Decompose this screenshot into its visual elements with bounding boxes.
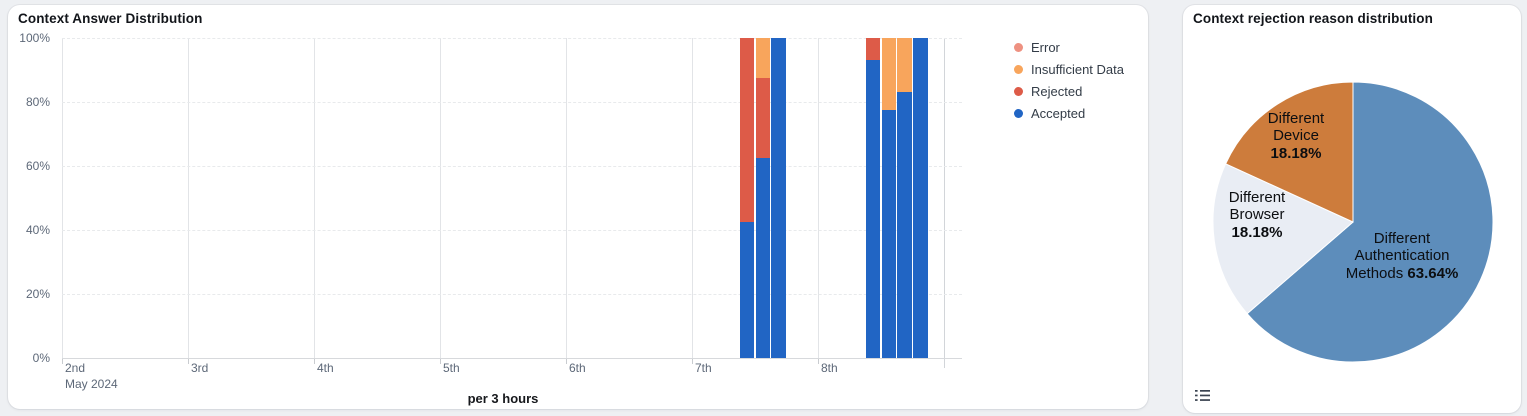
- legend-dot-insufficient-data-icon: [1014, 64, 1023, 74]
- chart-legend: Error Insufficient Data Rejected Accepted: [8, 5, 1148, 409]
- x-axis-title: per 3 hours: [467, 391, 539, 406]
- axis-tick: [692, 358, 693, 364]
- y-gridline: [62, 294, 962, 295]
- legend-dot-accepted-icon: [1014, 108, 1023, 118]
- legend-item-accepted[interactable]: Accepted: [1014, 105, 1086, 121]
- y-tick-label: 100%: [19, 31, 50, 45]
- bar-segment-insufficient-data[interactable]: [881, 38, 897, 110]
- bar-segment-rejected[interactable]: [755, 78, 771, 158]
- x-tick-label: 2nd May 2024: [65, 361, 118, 391]
- pie-slice-different-device[interactable]: [1224, 81, 1354, 223]
- axis-tick: [440, 358, 441, 364]
- axis-tick: [188, 358, 189, 364]
- day-gridline: [692, 38, 693, 358]
- legend-label: Accepted: [1031, 105, 1086, 121]
- x-tick-label: 6th: [569, 361, 586, 375]
- bar-segment-rejected[interactable]: [739, 38, 755, 222]
- bar-segment-accepted[interactable]: [897, 92, 912, 358]
- stacked-bar-chart[interactable]: 0% 20% 40% 60% 80% 100% 2nd May 2024 3rd 4th 5th 6t…: [8, 5, 1148, 409]
- y-tick-label: 40%: [25, 223, 50, 237]
- axis-tick: [314, 358, 315, 364]
- day-gridline: [818, 38, 819, 358]
- x-tick-label: 7th: [695, 361, 712, 375]
- bar-segment-insufficient-data[interactable]: [755, 38, 771, 78]
- list-icon: [1194, 390, 1210, 401]
- y-tick-label: 20%: [25, 287, 50, 301]
- day-gridline: [62, 38, 63, 358]
- x-tick-label: 4th: [317, 361, 334, 375]
- y-tick-label: 60%: [25, 159, 50, 173]
- x-tick-sublabel: May 2024: [65, 376, 118, 391]
- rejection-reason-title: Context rejection reason distribution: [1193, 11, 1433, 26]
- day-gridline: [314, 38, 315, 358]
- bar-segment-accepted[interactable]: [865, 60, 881, 358]
- day-gridline: [566, 38, 567, 358]
- x-tick-label: 5th: [443, 361, 460, 375]
- day-gridline: [440, 38, 441, 358]
- bar-segment-rejected[interactable]: [865, 38, 881, 61]
- bar-segment-accepted[interactable]: [913, 38, 928, 358]
- answer-distribution-title: Context Answer Distribution: [18, 11, 203, 26]
- y-gridline: [62, 230, 962, 231]
- view-data-table-icon[interactable]: [1191, 386, 1213, 406]
- legend-dot-error-icon: [1014, 42, 1023, 52]
- legend-label: Error: [1031, 39, 1060, 55]
- pie-slice-different-authentication-methods[interactable]: [1246, 81, 1494, 363]
- axis-tick: [818, 358, 819, 364]
- bar-segment-insufficient-data[interactable]: [897, 38, 912, 93]
- x-axis-line: [62, 358, 962, 359]
- pie-slice-different-browser[interactable]: [1212, 163, 1354, 315]
- bar-segment-accepted[interactable]: [881, 110, 897, 358]
- legend-item-insufficient-data[interactable]: Insufficient Data: [1014, 61, 1124, 77]
- axis-tick: [566, 358, 567, 364]
- legend-item-rejected[interactable]: Rejected: [1014, 83, 1083, 99]
- y-gridline: [62, 102, 962, 103]
- y-tick-label: 0%: [32, 351, 50, 365]
- y-gridline: [62, 38, 962, 39]
- answer-distribution-panel: Context Answer Distribution 0% 20% 40% 60% 8…: [8, 5, 1148, 409]
- legend-label: Rejected: [1031, 83, 1083, 99]
- x-tick-label: 8th: [821, 361, 838, 375]
- y-gridline: [62, 166, 962, 167]
- bar-segment-accepted[interactable]: [755, 158, 771, 358]
- bar-segment-accepted[interactable]: [739, 222, 755, 358]
- legend-label: Insufficient Data: [1031, 61, 1124, 77]
- y-tick-label: 80%: [25, 95, 50, 109]
- bar-segment-accepted[interactable]: [771, 38, 786, 358]
- axis-tick: [62, 358, 63, 364]
- pie-chart[interactable]: [1183, 5, 1521, 413]
- legend-dot-rejected-icon: [1014, 86, 1023, 96]
- x-tick-label: 3rd: [191, 361, 209, 375]
- axis-end-line: [944, 38, 945, 368]
- day-gridline: [188, 38, 189, 358]
- legend-item-error[interactable]: Error: [1014, 39, 1060, 55]
- rejection-reason-panel: Context rejection reason distribution Di…: [1183, 5, 1521, 413]
